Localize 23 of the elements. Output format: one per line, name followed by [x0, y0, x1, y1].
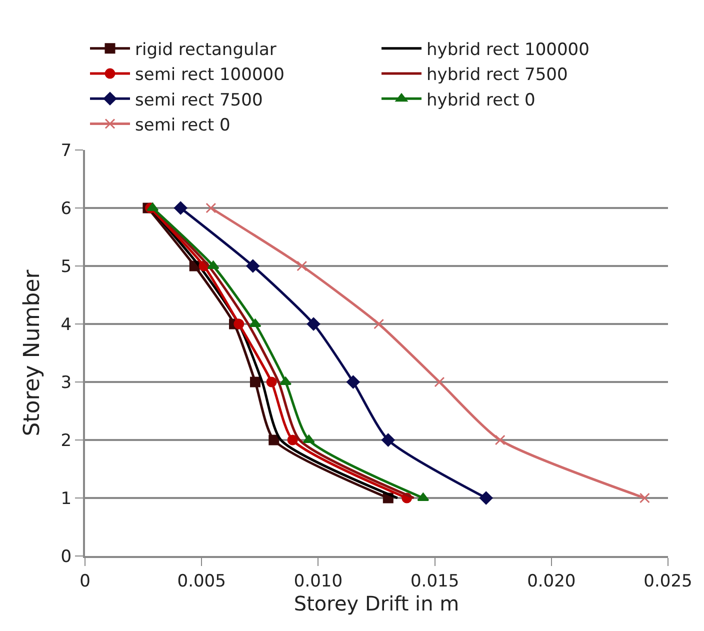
x-tick-label: 0.005: [177, 571, 226, 592]
x-tick-label: 0.015: [410, 571, 460, 592]
legend-label: semi rect 100000: [135, 65, 284, 86]
legend-label: rigid rectangular: [135, 40, 276, 60]
y-axis-title: Storey Number: [20, 268, 46, 436]
legend-label: semi rect 0: [135, 115, 230, 136]
legend-label: hybrid rect 0: [426, 90, 536, 110]
x-tick-label: 0: [80, 571, 90, 592]
y-tick-label: 6: [60, 198, 72, 219]
y-tick-label: 5: [60, 256, 72, 277]
y-tick-label: 1: [60, 488, 72, 509]
legend-label: hybrid rect 100000: [426, 40, 590, 60]
y-tick-label: 3: [60, 372, 72, 393]
y-tick-label: 0: [60, 546, 72, 567]
x-tick-label: 0.010: [294, 571, 343, 592]
x-tick-label: 0.020: [527, 571, 576, 592]
y-tick-label: 2: [60, 430, 72, 451]
legend-label: hybrid rect 7500: [426, 65, 568, 86]
x-axis-title: Storey Drift in m: [294, 591, 460, 616]
y-tick-label: 7: [60, 140, 72, 161]
x-tick-label: 0.025: [644, 571, 692, 592]
legend-label: semi rect 7500: [135, 90, 263, 110]
y-tick-label: 4: [60, 314, 72, 335]
